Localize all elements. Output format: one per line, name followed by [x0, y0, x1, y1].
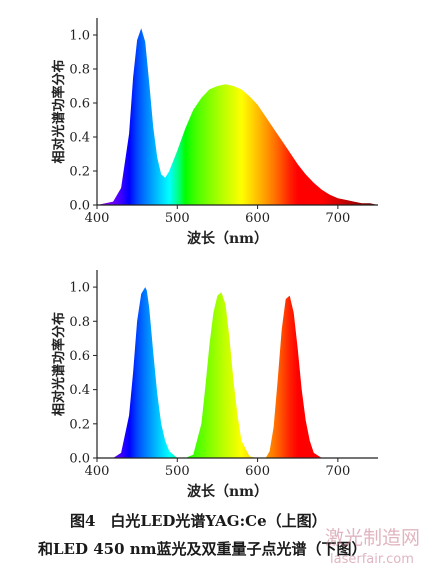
x-tick-label: 500: [165, 464, 190, 479]
x-tick-label: 600: [245, 464, 270, 479]
y-tick-label: 0.2: [69, 165, 90, 180]
y-tick-label: 0.0: [69, 452, 90, 467]
x-tick-label: 600: [245, 211, 270, 226]
y-tick-label: 0.8: [69, 63, 90, 78]
y-tick-label: 1.0: [69, 281, 90, 296]
watermark-url: laserfair.com: [330, 552, 414, 567]
y-axis-label: 相对光谱功率分布: [51, 59, 67, 163]
x-tick-label: 500: [165, 211, 190, 226]
watermark-text: 激光制造网: [325, 527, 421, 549]
y-tick-label: 0.4: [69, 131, 90, 146]
spectrum-area-0-0: [97, 28, 378, 206]
spectrum-area-1-0: [97, 287, 378, 458]
y-tick-label: 0.4: [69, 383, 90, 398]
x-axis-label: 波长（nm）: [187, 483, 268, 500]
x-tick-label: 400: [85, 211, 110, 226]
y-tick-label: 0.6: [69, 349, 90, 364]
y-axis-label: 相对光谱功率分布: [51, 312, 67, 416]
caption-line-1: 图4 白光LED光谱YAG:Ce（上图）: [70, 512, 327, 530]
caption-line-2: 和LED 450 nm蓝光及双重量子点光谱（下图）: [38, 540, 367, 558]
x-tick-label: 700: [325, 464, 350, 479]
x-tick-label: 400: [85, 464, 110, 479]
chart-bottom-spectrum: 400 500 600 700 0.0 0.2 0.4 0.6 0.8 1.0 相对光谱功率分布波长…: [51, 270, 378, 500]
chart-top-spectrum: 400 500 600 700 0.0 0.2 0.4 0.6 0.8 1.0相对光谱功率分布波长…: [51, 18, 378, 247]
x-tick-label: 700: [325, 211, 350, 226]
y-tick-label: 1.0: [69, 29, 90, 44]
x-axis-label: 波长（nm）: [187, 230, 268, 247]
y-tick-label: 0.0: [69, 199, 90, 214]
y-tick-label: 0.2: [69, 417, 90, 432]
y-tick-label: 0.8: [69, 315, 90, 330]
y-tick-label: 0.6: [69, 97, 90, 112]
